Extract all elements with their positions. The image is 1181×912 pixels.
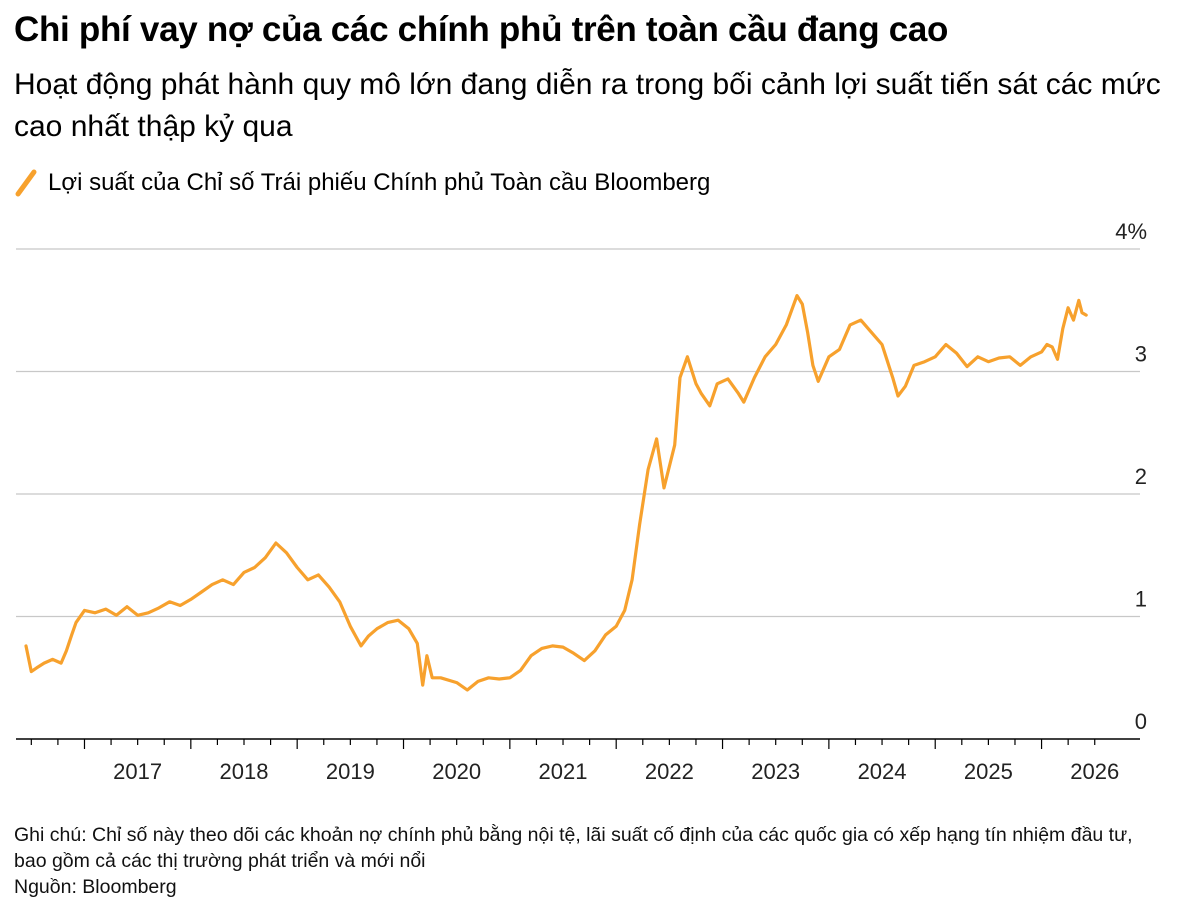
footnotes: Ghi chú: Chỉ số này theo dõi các khoản n… (14, 822, 1164, 900)
line-chart: 2017 2018 2019 2020 2021 2022 2023 2024 2025 2026… (16, 219, 1147, 784)
gridlines (16, 248, 1140, 618)
series-line (24, 294, 1088, 692)
x-axis: 2017 2018 2019 2020 2021 2022 2023 2024 2025 2026 (16, 738, 1140, 784)
y-tick-label: 0 (1135, 709, 1147, 734)
source-text: Nguồn: Bloomberg (14, 876, 177, 898)
x-tick-label: 2022 (645, 759, 694, 784)
series-layer (24, 294, 1088, 692)
x-tick-label: 2017 (113, 759, 162, 784)
x-tick-label: 2021 (539, 759, 588, 784)
x-tick-label: 2025 (964, 759, 1013, 784)
chart-title: Chi phí vay nợ của các chính phủ trên to… (14, 10, 949, 49)
y-tick-label: 4% (1115, 219, 1147, 244)
y-axis-labels: 0 1 2 3 4% (1115, 219, 1147, 734)
note-text: Ghi chú: Chỉ số này theo dõi các khoản n… (14, 824, 1133, 872)
chart-subtitle: Hoạt động phát hành quy mô lớn đang diễn… (14, 68, 1161, 143)
y-tick-label: 3 (1135, 342, 1147, 367)
legend-label: Lợi suất của Chỉ số Trái phiếu Chính phủ… (48, 169, 711, 196)
legend-swatch-icon (15, 169, 37, 197)
x-tick-label: 2019 (326, 759, 375, 784)
y-tick-label: 2 (1135, 464, 1147, 489)
x-tick-label: 2024 (858, 759, 907, 784)
x-tick-label: 2026 (1070, 759, 1119, 784)
x-tick-label: 2018 (220, 759, 269, 784)
y-tick-label: 1 (1135, 587, 1147, 612)
legend: Lợi suất của Chỉ số Trái phiếu Chính phủ… (14, 166, 710, 200)
x-tick-label: 2020 (432, 759, 481, 784)
x-tick-label: 2023 (751, 759, 800, 784)
